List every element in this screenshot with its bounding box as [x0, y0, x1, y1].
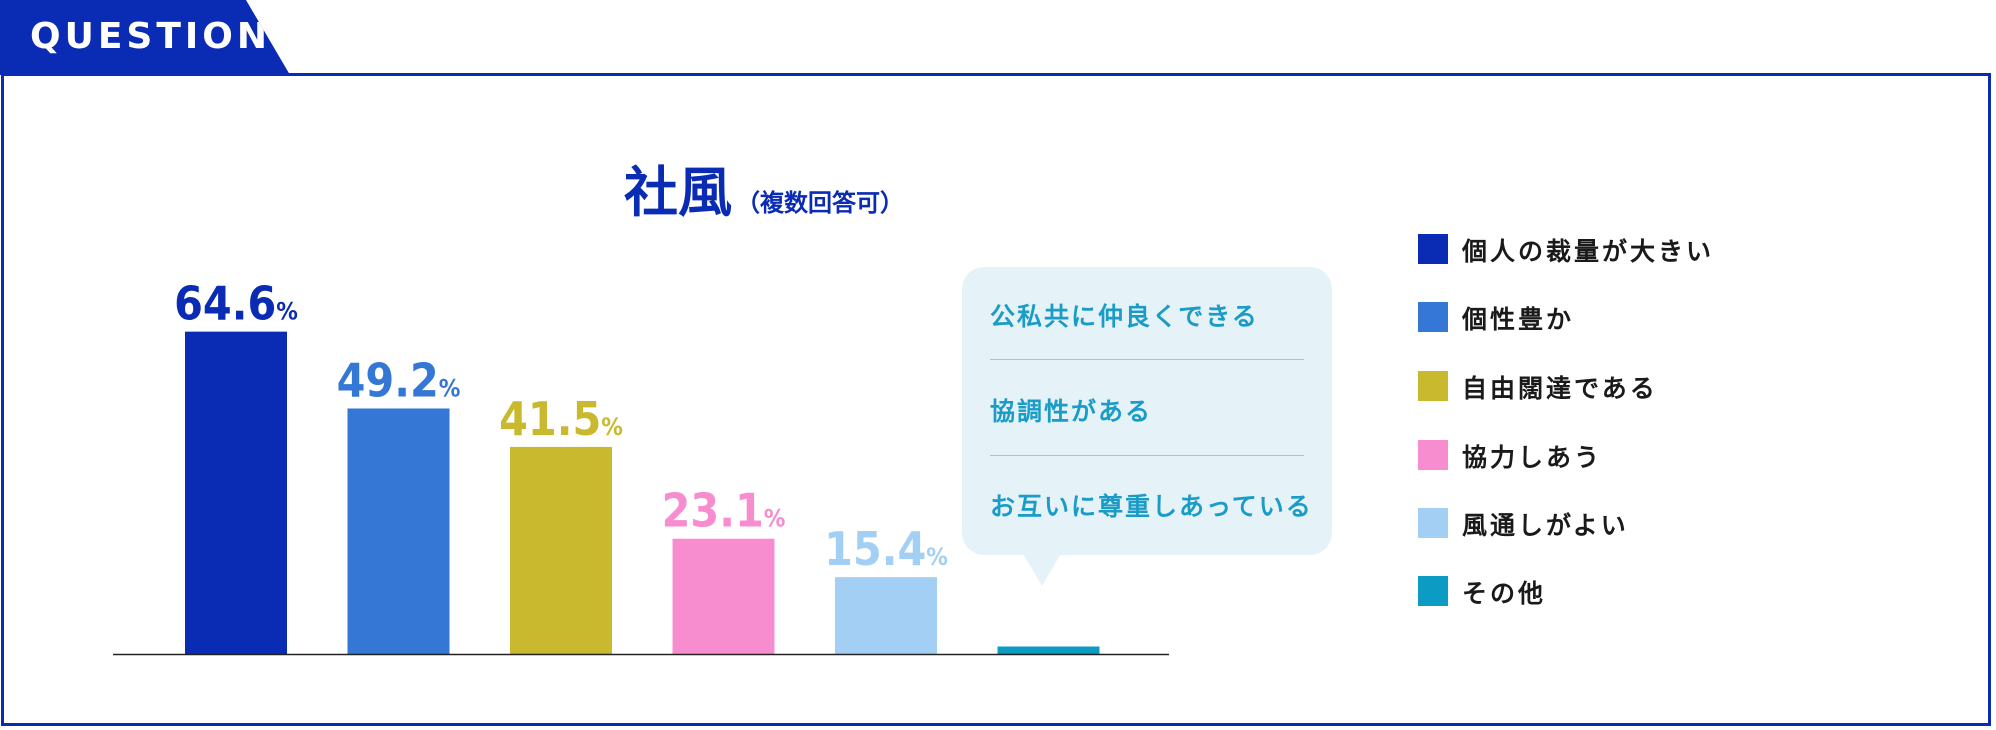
- bar-value-label: 49.2%: [337, 353, 461, 407]
- question-tab: QUESTION: [0, 0, 290, 75]
- legend-item: その他: [1418, 572, 1818, 608]
- bar: [835, 577, 937, 654]
- bar: [347, 408, 450, 654]
- bar-value-label: 23.1%: [662, 484, 786, 538]
- legend-item: 個性豊か: [1418, 298, 1818, 334]
- legend-swatch: [1418, 234, 1448, 264]
- chart-title-main: 社風: [624, 161, 732, 224]
- legend-item: 風通しがよい: [1418, 504, 1818, 540]
- chart-title-sub: （複数回答可）: [736, 189, 904, 217]
- bubble-item: 公私共に仲良くできる: [990, 302, 1259, 331]
- bar-value-label: 41.5%: [499, 392, 623, 446]
- chart-title: 社風 （複数回答可）: [0, 148, 1996, 227]
- legend-label: 個性豊か: [1462, 305, 1575, 334]
- legend-swatch: [1418, 508, 1448, 538]
- legend-label: その他: [1462, 579, 1547, 608]
- legend-item: 個人の裁量が大きい: [1418, 230, 1818, 266]
- question-tab-label: QUESTION: [30, 16, 272, 57]
- bar: [672, 538, 775, 654]
- bar-value-label: 15.4%: [824, 522, 948, 576]
- legend-label: 風通しがよい: [1462, 511, 1629, 540]
- content-frame: [1, 73, 1991, 726]
- bar: [997, 646, 1100, 654]
- bubble-item: お互いに尊重しあっている: [990, 492, 1313, 521]
- legend-item: 協力しあう: [1418, 436, 1818, 472]
- legend-swatch: [1418, 576, 1448, 606]
- bubble-divider: [990, 359, 1304, 360]
- legend-swatch: [1418, 302, 1448, 332]
- legend-swatch: [1418, 371, 1448, 401]
- bar-value-label: 64.6%: [174, 277, 298, 331]
- bar: [185, 331, 287, 654]
- bubble-item: 協調性がある: [990, 397, 1153, 426]
- bar: [510, 446, 612, 654]
- legend-swatch: [1418, 440, 1448, 470]
- legend-item: 自由闊達である: [1418, 367, 1818, 403]
- legend-label: 自由闊達である: [1462, 374, 1658, 403]
- legend-label: 個人の裁量が大きい: [1462, 237, 1715, 266]
- bubble-tail: [1022, 552, 1062, 586]
- bubble-divider: [990, 455, 1304, 456]
- legend-label: 協力しあう: [1462, 443, 1603, 472]
- other-answers-bubble: 公私共に仲良くできる 協調性がある お互いに尊重しあっている: [962, 267, 1332, 555]
